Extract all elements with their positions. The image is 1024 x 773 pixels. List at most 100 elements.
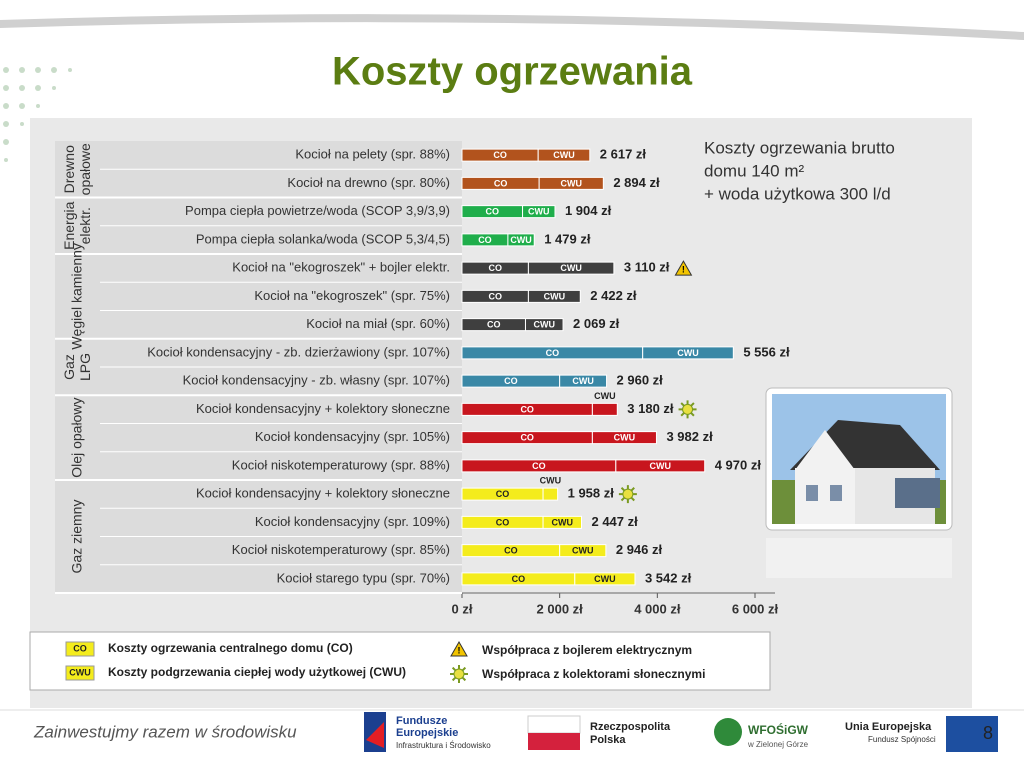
segment-label: CO	[488, 263, 502, 273]
x-tick-label: 4 000 zł	[634, 601, 681, 616]
segment-label: CWU	[650, 461, 672, 471]
group-label: Olej opałowy	[69, 398, 85, 478]
warning-mark: !	[682, 265, 685, 275]
total-label: 2 946 zł	[616, 542, 663, 557]
segment-label: CWU	[572, 376, 594, 386]
note-line: Koszty ogrzewania brutto	[704, 138, 895, 157]
segment-label: CO	[496, 489, 510, 499]
logo-wf: WFOŚiGW w Zielonej Górze	[714, 718, 809, 749]
page-number: 8	[983, 723, 993, 743]
total-label: 1 958 zł	[568, 486, 615, 501]
warning-icon	[674, 260, 693, 276]
segment-label: CO	[487, 320, 501, 330]
segment-label: CO	[520, 404, 534, 414]
y-tick-label: Kocioł kondensacyjny (spr. 109%)	[255, 514, 450, 529]
logo-text: Fundusz Spójności	[868, 735, 936, 744]
house-photo	[765, 387, 953, 578]
logo-text: Fundusze	[396, 715, 447, 727]
logo-text: Polska	[590, 734, 626, 746]
sun-ray	[451, 666, 457, 672]
segment-label: CO	[504, 546, 518, 556]
bar-segment	[507, 233, 535, 247]
group-label: Energiaelektr.	[61, 201, 93, 249]
y-tick-label: Kocioł na drewno (spr. 80%)	[287, 175, 450, 190]
segment-label: CWU	[552, 517, 574, 527]
total-label: 1 904 zł	[565, 203, 612, 218]
bar-segment	[527, 261, 615, 275]
total-label: 2 422 zł	[590, 288, 637, 303]
bar-segment	[527, 289, 581, 303]
group-label: Węgiel kamienny	[69, 243, 85, 350]
total-label: 3 542 zł	[645, 570, 692, 585]
y-tick-label: Kocioł niskotemperaturowy (spr. 85%)	[232, 542, 450, 557]
logo-rp: Rzeczpospolita Polska	[527, 715, 671, 750]
x-tick-label: 6 000 zł	[732, 601, 779, 616]
segment-label: CWU	[544, 291, 566, 301]
y-tick-label: Kocioł na pelety (spr. 88%)	[295, 147, 450, 162]
bar-segment	[559, 374, 608, 388]
legend-label: Koszty ogrzewania centralnego domu (CO)	[108, 641, 353, 655]
segment-label: CWU	[510, 235, 532, 245]
legend-label: Współpraca z kolektorami słonecznymi	[482, 667, 705, 681]
segment-label: CWU	[534, 320, 556, 330]
segment-label: CO	[478, 235, 492, 245]
total-label: 3 180 zł	[627, 401, 674, 416]
segment-label: CO	[494, 178, 508, 188]
segment-label: CO	[546, 348, 560, 358]
legend-label: Koszty podgrzewania ciepłej wody użytkow…	[108, 665, 406, 679]
top-swoosh	[0, 14, 1024, 40]
warning-icon	[450, 640, 468, 657]
bar-segment	[615, 459, 706, 473]
dots	[3, 67, 72, 162]
sun-ray	[620, 496, 626, 502]
bar-segment	[574, 572, 636, 586]
total-label: 5 556 zł	[743, 344, 790, 359]
logo-text: WFOŚiGW	[748, 722, 809, 737]
y-tick-label: Pompa ciepła powietrze/woda (SCOP 3,9/3,…	[185, 203, 450, 218]
legend-swatch	[65, 665, 95, 681]
x-tick-label: 0 zł	[452, 601, 473, 616]
bar-segment	[542, 487, 559, 501]
warning-mark: !	[458, 645, 461, 655]
group-label: GazLPG	[61, 353, 93, 381]
bar-segment	[559, 544, 607, 558]
note: Koszty ogrzewania brutto domu 140 m² + w…	[704, 138, 895, 203]
sun-ray	[620, 487, 626, 492]
y-tick-label: Kocioł kondensacyjny - zb. własny (spr. …	[183, 373, 450, 388]
total-label: 2 960 zł	[617, 373, 664, 388]
y-tick-label: Kocioł kondensacyjny + kolektory słonecz…	[196, 486, 450, 501]
note-line: domu 140 m²	[704, 161, 804, 180]
chart: 0 zł 2 000 zł 4 000 zł 6 000 zł Drewnoopałow…	[55, 143, 790, 683]
segment-label: CWU	[572, 546, 594, 556]
segment-label: CO	[488, 291, 502, 301]
bar-segment	[591, 402, 618, 416]
segment-label: CWU	[560, 178, 582, 188]
slide-title: Koszty ogrzewania	[332, 50, 693, 94]
sun-icon	[622, 488, 634, 500]
bar-segment	[642, 346, 734, 360]
y-tick-label: Kocioł na miał (spr. 60%)	[306, 316, 450, 331]
sun-icon	[453, 668, 465, 680]
logo-text: Infrastruktura i Środowisko	[396, 741, 491, 750]
y-tick-label: Kocioł kondensacyjny + kolektory słonecz…	[196, 401, 450, 416]
logo-text: Rzeczpospolita	[590, 721, 671, 733]
y-tick-label: Kocioł na "ekogroszek" (spr. 75%)	[254, 288, 450, 303]
bar-segment	[524, 318, 564, 332]
bar-segment	[522, 205, 556, 219]
segment-label: CWU	[553, 150, 575, 160]
segment-label: CWU	[594, 391, 616, 401]
legend-key: CO	[73, 643, 87, 653]
bar-segment	[542, 515, 582, 529]
x-tick-label: 2 000 zł	[537, 601, 584, 616]
sun-ray	[461, 676, 467, 682]
logo-text: w Zielonej Górze	[747, 740, 809, 749]
sun-ray	[680, 402, 685, 407]
segment-label: CWU	[677, 348, 699, 358]
bar-segment	[537, 148, 591, 162]
segment-label: CO	[486, 207, 500, 217]
note-line: + woda użytkowa 300 l/d	[704, 184, 891, 203]
segment-label: CWU	[594, 574, 616, 584]
segment-label: CO	[504, 376, 518, 386]
sun-icon	[682, 403, 694, 415]
